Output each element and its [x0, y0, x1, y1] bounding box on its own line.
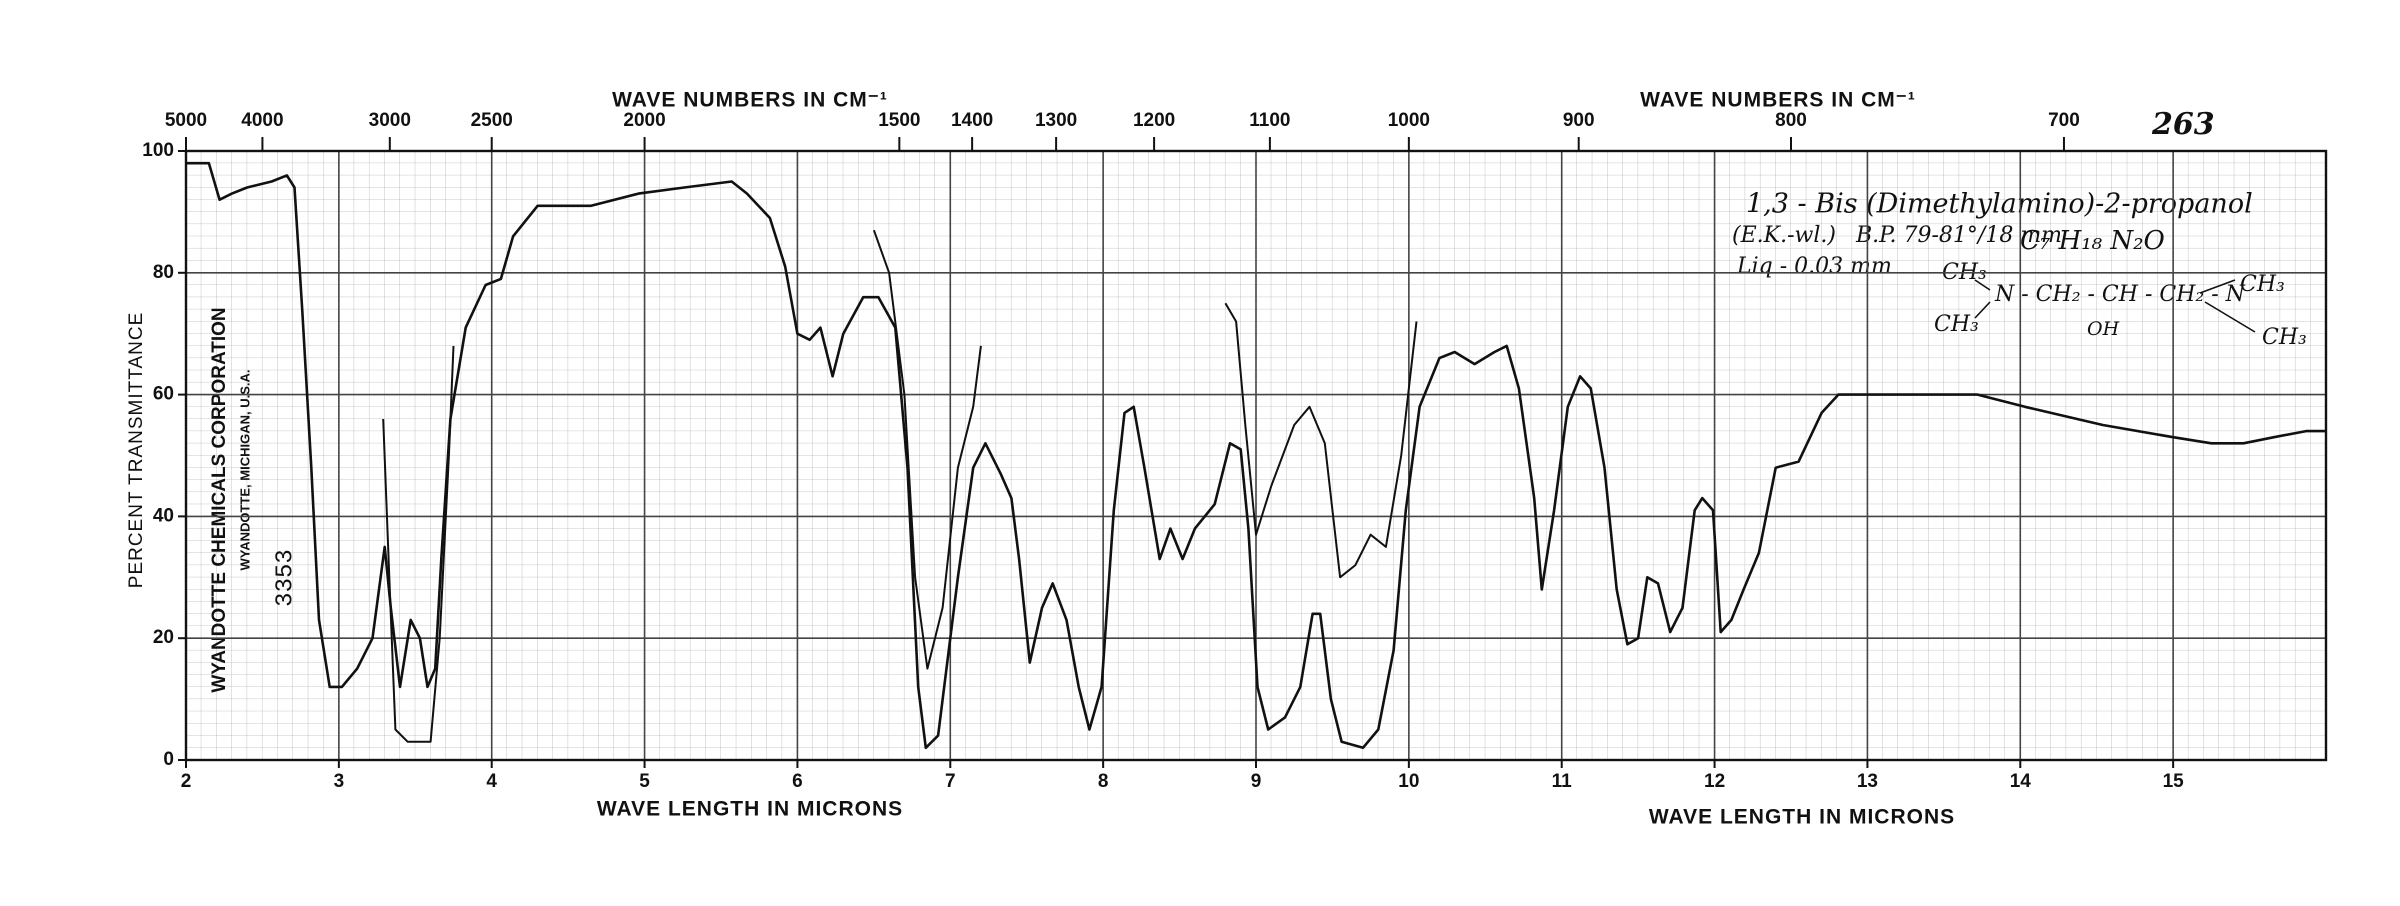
sheet-number: 263: [2151, 107, 2215, 142]
x2-tick-label: 900: [1563, 110, 1595, 131]
x2-tick-label: 1100: [1249, 110, 1290, 131]
structure-text: CH₃: [1934, 312, 1979, 337]
x2-tick-label: 1000: [1388, 110, 1430, 131]
x2-tick-label: 2500: [471, 110, 513, 131]
x-tick-label: 8: [1098, 771, 1109, 792]
x2-tick-label: 1400: [951, 110, 993, 131]
source-note: (E.K.-wl.): [1732, 223, 1836, 248]
plot-frame: [184, 149, 2328, 762]
spectrum-line: [186, 161, 2326, 750]
x2-tick-label: 1300: [1035, 110, 1077, 131]
formula: C₇ H₁₈ N₂O: [2020, 226, 2165, 256]
x2-tick-label: 4000: [241, 110, 283, 131]
x-tick-label: 12: [1704, 771, 1725, 792]
boiling-point: B.P. 79-81°/18 mm: [1855, 223, 2062, 248]
x-tick-label: 15: [2163, 771, 2185, 792]
x2-axis-label: WAVE NUMBERS IN CM⁻¹: [1640, 89, 1916, 112]
y-tick-label: 60: [153, 384, 174, 405]
y-tick-label: 0: [163, 749, 174, 770]
x-tick-label: 6: [792, 771, 803, 792]
company-location: WYANDOTTE, MICHIGAN, U.S.A.: [237, 369, 252, 570]
compound-name: 1,3 - Bis (Dimethylamino)-2-propanol: [1746, 189, 2253, 220]
company-name: WYANDOTTE CHEMICALS CORPORATION: [209, 307, 230, 692]
sample-note: Liq - 0.03 mm: [1736, 254, 1892, 279]
y-axis-label: PERCENT TRANSMITTANCE: [126, 312, 147, 588]
x2-tick-label: 5000: [165, 110, 207, 131]
x2-tick-label: 800: [1775, 110, 1807, 131]
spectrum-number: 3353: [272, 549, 299, 607]
y-tick-label: 80: [153, 262, 174, 283]
x2-tick-label: 3000: [369, 110, 411, 131]
x-tick-label: 9: [1251, 771, 1262, 792]
x-tick-label: 3: [334, 771, 345, 792]
y-tick-label: 100: [142, 140, 174, 161]
x-tick-label: 13: [1857, 771, 1878, 792]
structure-text: OH: [2087, 318, 2120, 340]
structure-bonds: [1974, 279, 2256, 333]
structure-text: N - CH₂ - CH - CH₂ - N: [1994, 282, 2246, 307]
y-tick-label: 20: [153, 627, 174, 648]
x2-axis-label: WAVE NUMBERS IN CM⁻¹: [612, 89, 888, 112]
x-axis-label: WAVE LENGTH IN MICRONS: [597, 798, 903, 821]
x-tick-label: 11: [1552, 771, 1573, 792]
x-tick-label: 5: [639, 771, 650, 792]
x2-tick-label: 2000: [623, 110, 665, 131]
x-tick-label: 14: [2010, 771, 2032, 792]
x-tick-label: 4: [486, 771, 497, 792]
x-tick-label: 2: [181, 771, 192, 792]
x2-tick-label: 1500: [878, 110, 920, 131]
spectrum-line: [382, 229, 1418, 743]
y-tick-label: 40: [153, 505, 174, 526]
x-tick-label: 10: [1398, 771, 1419, 792]
x-tick-label: 7: [945, 771, 956, 792]
x-axis-label: WAVE LENGTH IN MICRONS: [1649, 806, 1955, 829]
x2-tick-label: 700: [2048, 110, 2080, 131]
x2-tick-label: 1200: [1133, 110, 1175, 131]
structure-text: CH₃: [2262, 325, 2307, 350]
structure-text: CH₃: [2240, 272, 2285, 297]
